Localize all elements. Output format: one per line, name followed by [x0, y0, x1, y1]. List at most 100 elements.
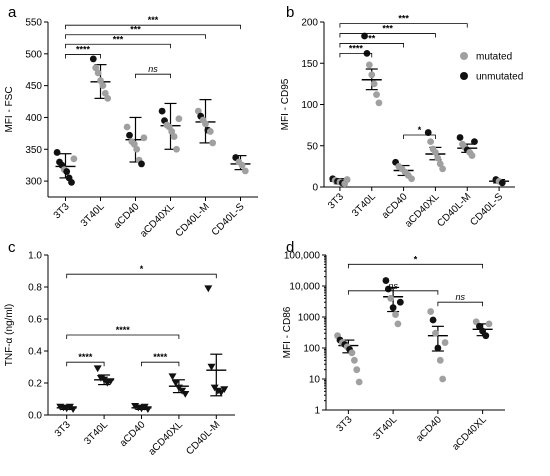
y-tick-label: 100	[301, 100, 318, 111]
data-point	[427, 138, 435, 146]
y-tick-label: 200	[301, 18, 318, 29]
data-point	[389, 304, 397, 312]
significance-bracket	[347, 263, 484, 269]
data-point	[439, 375, 447, 383]
data-point	[53, 149, 61, 156]
y-axis-label: MFI - FSC	[4, 86, 15, 132]
data-point	[456, 134, 464, 141]
data-point	[370, 80, 378, 88]
x-tick-label: CD40L-M	[184, 419, 222, 457]
significance-bracket	[65, 34, 206, 39]
x-tick-label: aCD40	[118, 419, 148, 449]
data-point	[158, 107, 166, 115]
x-tick-label: aCD40XL	[403, 191, 442, 230]
significance-label: ****	[78, 352, 93, 362]
data-point	[476, 322, 483, 330]
data-point	[89, 55, 97, 63]
data-point	[434, 154, 442, 162]
data-point	[99, 82, 107, 90]
data-point	[498, 179, 506, 187]
x-tick-label: 3T40L	[350, 191, 378, 219]
data-point	[471, 138, 478, 146]
data-point	[353, 366, 361, 374]
significance-label: ***	[148, 15, 159, 25]
y-tick-label: 0.2	[28, 379, 42, 390]
data-point	[97, 77, 104, 84]
data-point	[69, 406, 78, 413]
x-tick-label: 3T3	[326, 191, 346, 211]
data-point	[241, 167, 249, 175]
y-axis-label: TNF-α (ng/ml)	[4, 304, 15, 366]
data-point	[133, 145, 141, 153]
data-point	[173, 145, 180, 153]
data-point	[373, 91, 380, 98]
x-tick-label: CD40L-S	[210, 201, 247, 238]
data-point	[204, 285, 213, 293]
y-tick-label: 0.0	[28, 411, 42, 422]
data-point	[94, 69, 102, 77]
x-tick-label: aCD40XL	[450, 414, 489, 453]
significance-label: ns	[388, 281, 398, 291]
data-point	[170, 133, 178, 140]
data-point	[238, 161, 246, 169]
significance-bracket	[339, 23, 468, 28]
significance-label: ***	[398, 14, 409, 24]
data-point	[441, 339, 449, 346]
legend: mutated unmutated	[460, 52, 523, 83]
data-point	[368, 71, 376, 79]
y-tick-label: 150	[301, 59, 318, 70]
significance-label: *	[140, 264, 144, 274]
data-point	[439, 165, 447, 173]
y-tick-label: 500	[25, 49, 42, 60]
significance-bracket	[141, 361, 180, 367]
significance-bracket	[437, 301, 484, 307]
x-tick-label: aCD40	[414, 414, 444, 444]
data-point	[101, 89, 109, 97]
y-tick-label: 1000	[298, 313, 321, 324]
y-tick-label: 450	[25, 81, 42, 92]
data-point	[70, 155, 78, 163]
panel-b: b 0 50 100 150 200 MFI - CD95 3T3 3T40L aCD40aCD4…	[280, 4, 515, 230]
significance-bracket	[135, 73, 171, 79]
data-point	[396, 298, 404, 306]
legend-label: unmutated	[476, 72, 523, 83]
significance-bracket	[66, 273, 217, 279]
data-point	[387, 294, 395, 302]
panel-letter: c	[8, 239, 16, 256]
data-point	[175, 115, 183, 123]
y-axis-label: MFI - CD95	[280, 78, 291, 130]
x-tick-label: CD40L-M	[174, 201, 212, 239]
data-point	[126, 131, 133, 139]
data-point	[123, 123, 131, 131]
significance-bracket	[339, 52, 373, 58]
data-point	[361, 32, 368, 40]
data-point	[348, 349, 356, 357]
significance-label: ***	[130, 25, 141, 35]
data-point	[394, 320, 402, 328]
y-tick-label: 10	[309, 375, 321, 386]
significance-label: ns	[148, 64, 158, 74]
data-point	[104, 94, 112, 102]
significance-label: *	[414, 254, 418, 264]
data-point	[365, 61, 373, 69]
significance-bracket	[347, 290, 439, 295]
data-point	[432, 329, 439, 337]
x-tick-label: 3T3	[52, 201, 72, 221]
y-tick-label: 0.6	[28, 315, 42, 326]
data-point	[140, 134, 148, 142]
data-point	[355, 378, 363, 386]
significance-bracket	[339, 43, 404, 48]
data-point	[138, 160, 145, 168]
significance-label: ns	[455, 292, 465, 302]
data-point	[202, 120, 209, 128]
data-point	[427, 308, 435, 315]
significance-label: ****	[153, 352, 168, 362]
y-axis-label: MFI - CD86	[282, 306, 293, 358]
panel-d: d 1 10 100 1000 10,000 100,000 MFI - CD86 3T3 3T4…	[282, 239, 505, 453]
data-point	[220, 386, 229, 393]
x-tick-label: CD40L-S	[468, 191, 505, 228]
data-point	[93, 365, 102, 373]
y-tick-label: 100,000	[284, 251, 321, 262]
